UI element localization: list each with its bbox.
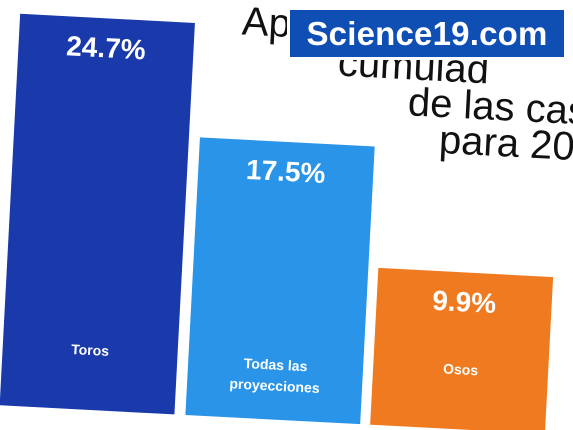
bar-2: 9.9% Osos xyxy=(370,267,554,430)
chart-title-line-4: para 202 xyxy=(437,117,573,171)
bar-category-label-1: Todas las proyecciones xyxy=(229,355,321,396)
bar-value-label-0: 24.7% xyxy=(65,30,147,66)
bar-category-label-2: Osos xyxy=(442,360,479,378)
watermark-logo: Science19.com xyxy=(287,7,567,60)
bar-category-label-0: Toros xyxy=(70,340,110,359)
bar-1: 17.5% Todas las proyecciones xyxy=(185,137,375,425)
bar-value-label-1: 17.5% xyxy=(245,153,327,189)
bar-0: 24.7% Toros xyxy=(0,13,195,415)
bar-value-label-2: 9.9% xyxy=(431,284,497,320)
